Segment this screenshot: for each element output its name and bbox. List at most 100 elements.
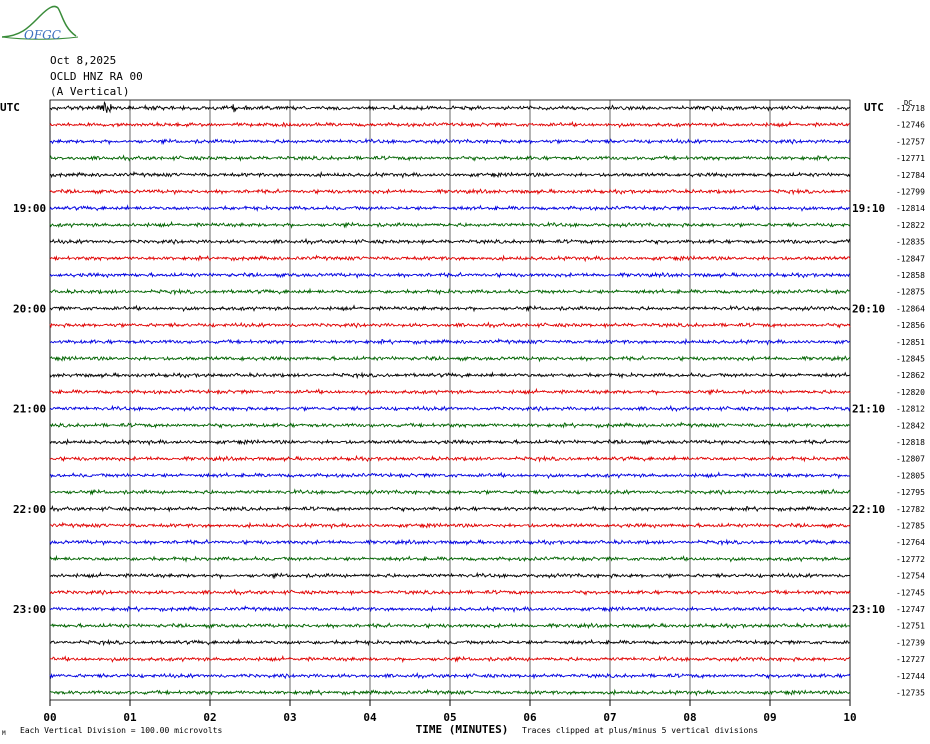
dc-offset-label: -12818 bbox=[896, 438, 925, 447]
left-utc-label: UTC bbox=[0, 101, 20, 114]
dc-offset-label: -12745 bbox=[896, 588, 925, 597]
dc-offset-label: -12822 bbox=[896, 221, 925, 230]
left-hour-label: 19:00 bbox=[13, 202, 46, 215]
dc-offset-label: -12772 bbox=[896, 555, 925, 564]
dc-offset-label: -12739 bbox=[896, 638, 925, 647]
trace-line bbox=[49, 101, 851, 114]
trace-line bbox=[49, 438, 851, 446]
dc-offset-label: -12842 bbox=[896, 421, 925, 430]
trace-line bbox=[49, 337, 851, 346]
trace-line bbox=[49, 488, 851, 496]
dc-offset-label: -12805 bbox=[896, 471, 925, 480]
dc-offset-label: -12812 bbox=[896, 405, 925, 414]
corner-mark: M bbox=[2, 730, 6, 737]
dc-offset-label: -12845 bbox=[896, 355, 925, 364]
x-tick-label: 04 bbox=[363, 711, 377, 724]
record-date: Oct 8,2025 bbox=[50, 54, 117, 67]
trace-line bbox=[49, 304, 851, 313]
right-hour-label: 20:10 bbox=[852, 302, 885, 315]
dc-offset-label: -12835 bbox=[896, 238, 925, 247]
trace-line bbox=[49, 671, 851, 680]
x-tick-label: 07 bbox=[603, 711, 616, 724]
trace-line bbox=[49, 471, 851, 480]
trace-line bbox=[49, 588, 851, 597]
dc-offset-label: -12744 bbox=[896, 672, 925, 681]
dc-offset-label: -12757 bbox=[896, 137, 925, 146]
trace-line bbox=[49, 387, 851, 396]
trace-line bbox=[49, 688, 851, 697]
dc-offset-label: -12754 bbox=[896, 572, 925, 581]
dc-offset-label: -12875 bbox=[896, 288, 925, 297]
trace-line bbox=[49, 321, 851, 329]
left-hour-label: 21:00 bbox=[13, 403, 46, 416]
right-utc-label: UTC bbox=[864, 101, 884, 114]
right-hour-label: 21:10 bbox=[852, 403, 885, 416]
x-axis-label: TIME (MINUTES) bbox=[416, 723, 509, 736]
dc-offset-label: -12795 bbox=[896, 488, 925, 497]
dc-offset-label: -12785 bbox=[896, 522, 925, 531]
dc-offset-label: -12735 bbox=[896, 689, 925, 698]
x-tick-label: 08 bbox=[683, 711, 696, 724]
x-tick-label: 01 bbox=[123, 711, 137, 724]
trace-line bbox=[49, 187, 851, 196]
dc-offset-label: -12807 bbox=[896, 455, 925, 464]
dc-offset-label: -12847 bbox=[896, 254, 925, 263]
clip-note: Traces clipped at plus/minus 5 vertical … bbox=[522, 726, 758, 735]
trace-line bbox=[49, 287, 851, 296]
dc-offset-label: -12718 bbox=[896, 104, 925, 113]
dc-offset-label: -12764 bbox=[896, 538, 925, 547]
trace-line bbox=[49, 354, 851, 363]
trace-line bbox=[49, 571, 851, 580]
dc-offset-label: -12856 bbox=[896, 321, 925, 330]
trace-line bbox=[49, 454, 851, 463]
ofgc-logo: OFGC bbox=[1, 5, 79, 42]
left-hour-label: 22:00 bbox=[13, 503, 46, 516]
trace-line bbox=[49, 271, 851, 279]
x-tick-label: 09 bbox=[763, 711, 776, 724]
trace-line bbox=[49, 521, 851, 530]
dc-offset-label: -12784 bbox=[896, 171, 925, 180]
dc-offset-label: -12864 bbox=[896, 304, 925, 313]
x-tick-label: 10 bbox=[843, 711, 856, 724]
logo-text: OFGC bbox=[24, 28, 61, 42]
component-label: (A Vertical) bbox=[50, 85, 130, 98]
scale-note: Each Vertical Division = 100.00 microvol… bbox=[20, 726, 222, 735]
trace-line bbox=[49, 371, 851, 380]
seismic-traces bbox=[49, 101, 851, 697]
right-hour-label: 19:10 bbox=[852, 202, 885, 215]
trace-line bbox=[49, 120, 850, 129]
dc-offset-label: -12862 bbox=[896, 371, 925, 380]
trace-line bbox=[49, 254, 851, 263]
x-tick-label: 02 bbox=[203, 711, 216, 724]
right-hour-label: 23:10 bbox=[852, 603, 885, 616]
dc-offset-label: -12814 bbox=[896, 204, 925, 213]
right-hour-label: 22:10 bbox=[852, 503, 885, 516]
trace-line bbox=[49, 504, 851, 513]
x-tick-label: 06 bbox=[523, 711, 537, 724]
x-tick-label: 03 bbox=[283, 711, 296, 724]
dc-offset-label: -12858 bbox=[896, 271, 925, 280]
dc-offset-label: -12782 bbox=[896, 505, 925, 514]
dc-offset-label: -12851 bbox=[896, 338, 925, 347]
trace-line bbox=[49, 204, 851, 212]
trace-line bbox=[49, 638, 851, 647]
left-hour-label: 23:00 bbox=[13, 603, 46, 616]
trace-line bbox=[49, 605, 851, 613]
dc-offset-label: -12771 bbox=[896, 154, 925, 163]
left-hour-label: 20:00 bbox=[13, 302, 46, 315]
trace-line bbox=[49, 220, 851, 229]
trace-line bbox=[49, 404, 851, 413]
trace-line bbox=[50, 170, 851, 179]
dc-offset-label: -12820 bbox=[896, 388, 925, 397]
dc-offset-label: -12799 bbox=[896, 188, 925, 197]
dc-offset-label: -12746 bbox=[896, 121, 925, 130]
dc-offset-label: -12747 bbox=[896, 605, 925, 614]
axis-labels: 00 01 02 03 04 05 06 07 08 09 10 -12718 -12746 -12757… bbox=[0, 99, 925, 737]
dc-label: DC bbox=[904, 99, 912, 107]
x-tick-label: 05 bbox=[443, 711, 456, 724]
trace-line bbox=[49, 154, 851, 162]
trace-line bbox=[49, 538, 851, 547]
dc-offset-label: -12751 bbox=[896, 622, 925, 631]
trace-line bbox=[49, 622, 851, 630]
